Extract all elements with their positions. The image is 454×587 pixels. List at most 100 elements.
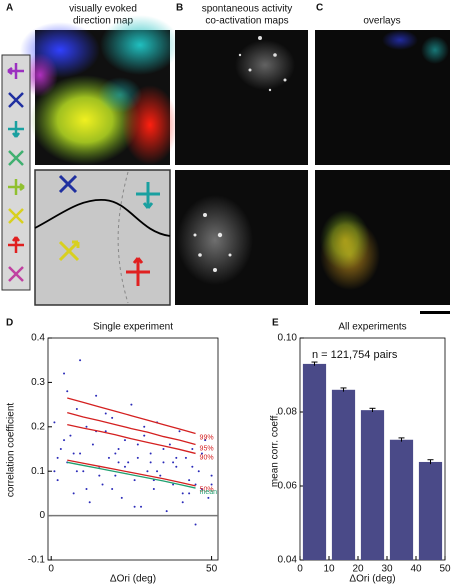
scatter-point <box>172 461 175 464</box>
schematic <box>34 169 171 306</box>
scatter-point <box>117 448 120 450</box>
scatter-point <box>130 403 133 406</box>
x-tick-label: 0 <box>297 564 303 575</box>
scatter-point <box>159 474 162 477</box>
x-tick-label: 10 <box>323 564 335 575</box>
scatter-point <box>191 465 194 468</box>
bar <box>418 461 443 560</box>
scatter-point <box>143 434 146 437</box>
y-tick-label: 0.4 <box>31 333 45 344</box>
percentile-line <box>67 397 196 435</box>
scatter-point <box>111 416 114 419</box>
line-label: 99% <box>200 434 214 441</box>
scatter-point <box>188 479 191 482</box>
bar <box>331 389 356 560</box>
y-tick-label: 0.04 <box>278 555 298 566</box>
scatter-point <box>149 452 152 455</box>
scatter-point <box>200 487 203 490</box>
bar <box>360 410 385 560</box>
scatter-point <box>146 470 149 473</box>
annotation: n = 121,754 pairs <box>312 349 398 361</box>
scatter-point <box>56 456 59 459</box>
scatter-point <box>123 465 126 468</box>
line-label: 95% <box>200 445 214 452</box>
scatter-point <box>63 439 66 442</box>
scatter-point <box>197 470 200 473</box>
scatter-point <box>79 452 82 455</box>
scatter-point <box>194 483 197 486</box>
scatter-point <box>149 461 152 464</box>
scatter-point <box>63 372 66 375</box>
scatter-point <box>120 496 123 499</box>
scatter-point <box>210 483 213 486</box>
y-axis-label: mean corr. coeff. <box>270 413 281 487</box>
coactivation-map <box>175 30 308 305</box>
scatter-point <box>123 439 126 442</box>
scatter-point <box>104 430 107 433</box>
percentile-line <box>67 461 196 489</box>
scatter-point <box>75 408 78 411</box>
scatter-point <box>194 523 197 526</box>
bar <box>302 363 327 560</box>
scatter-point <box>53 421 56 424</box>
scatter-point <box>207 496 210 499</box>
scatter-point <box>114 452 117 455</box>
x-axis-label: ΔOri (deg) <box>110 574 156 585</box>
scatter-point <box>156 470 159 473</box>
scatter-point <box>107 456 110 459</box>
panel-label: E <box>272 318 279 329</box>
scatter-point <box>117 461 120 464</box>
scatter-point <box>181 501 184 504</box>
scatter-point <box>85 425 88 428</box>
scatter-point <box>82 470 85 473</box>
scatter-point <box>98 474 101 477</box>
x-tick-label: 50 <box>439 564 451 575</box>
percentile-line <box>67 423 196 455</box>
scatter-point <box>114 474 117 477</box>
scatter-point <box>165 510 168 513</box>
y-axis-label: correlation coefficient <box>6 403 17 498</box>
scatter-point <box>56 479 59 482</box>
y-tick-label: 0.08 <box>278 407 298 418</box>
x-tick-label: 20 <box>352 564 364 575</box>
bar <box>389 439 414 560</box>
scatter-point <box>133 505 136 508</box>
line-label: mean <box>200 489 218 496</box>
scatter-point <box>200 452 203 455</box>
scatter-point <box>172 483 175 486</box>
scatter-point <box>168 443 171 446</box>
scatter-point <box>210 474 213 477</box>
scatter-point <box>127 461 130 464</box>
caption: direction map <box>73 16 133 27</box>
x-tick-label: 40 <box>410 564 422 575</box>
scatter-point <box>88 501 91 504</box>
scatter-point <box>79 359 82 362</box>
scatter-point <box>69 434 72 437</box>
y-tick-label: 0.06 <box>278 481 298 492</box>
line-label: 90% <box>200 454 214 461</box>
scatter-point <box>184 456 187 459</box>
scatter-point <box>136 443 139 446</box>
scatter-point <box>178 430 181 433</box>
x-tick-label: 0 <box>48 564 54 575</box>
y-tick-label: 0.10 <box>278 333 298 344</box>
chart-title: Single experiment <box>93 322 173 333</box>
scatter-point <box>136 456 139 459</box>
scatter-point <box>133 479 136 482</box>
y-tick-label: 0.3 <box>31 377 45 388</box>
scatter-point <box>162 461 165 464</box>
scatter-point <box>66 390 69 393</box>
caption: visually evoked <box>69 4 137 15</box>
chart-title: All experiments <box>338 322 406 333</box>
scatter-point <box>152 487 155 490</box>
scatter-point <box>143 425 146 428</box>
caption: co-activation maps <box>205 16 288 27</box>
caption: overlays <box>363 16 400 27</box>
scatter-point <box>104 412 107 415</box>
x-axis-label: ΔOri (deg) <box>349 574 395 585</box>
scale-bar <box>420 311 450 314</box>
scatter-point <box>101 483 104 486</box>
scatter-point <box>188 492 191 495</box>
panel-label: A <box>6 3 13 14</box>
caption: spontaneous activity <box>202 4 293 15</box>
